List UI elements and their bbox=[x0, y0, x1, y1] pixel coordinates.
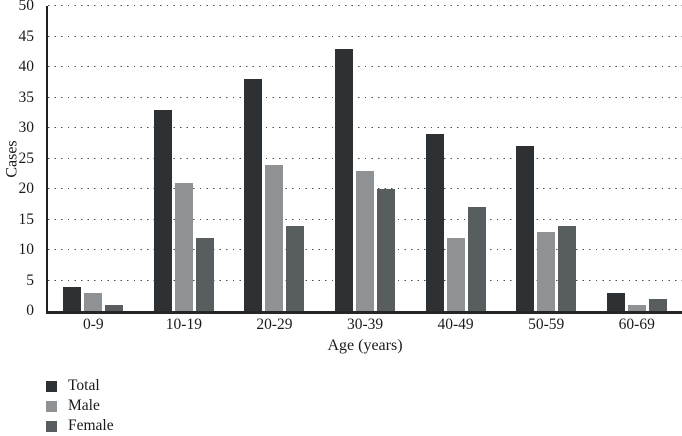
legend-item: Total bbox=[46, 376, 114, 396]
bar-total bbox=[606, 292, 625, 311]
bar-male bbox=[84, 292, 103, 311]
bar-female bbox=[377, 189, 396, 311]
y-tick-label: 25 bbox=[18, 149, 35, 167]
y-tick-label: 35 bbox=[18, 88, 35, 106]
legend: Total Male Female bbox=[46, 376, 114, 436]
bar-group bbox=[229, 6, 320, 311]
bar-total bbox=[244, 79, 263, 311]
legend-label: Male bbox=[68, 397, 100, 414]
x-tick-label: 60-69 bbox=[618, 316, 655, 333]
bar-total bbox=[63, 286, 82, 311]
plot-area bbox=[46, 5, 682, 314]
bar-group bbox=[410, 6, 501, 311]
legend-item: Male bbox=[46, 396, 114, 416]
bar-male bbox=[446, 237, 465, 311]
bar-male bbox=[627, 304, 646, 311]
y-tick-label: 5 bbox=[26, 271, 34, 289]
y-tick-label: 20 bbox=[18, 180, 35, 197]
x-axis-title: Age (years) bbox=[327, 337, 403, 354]
bar-female bbox=[195, 237, 214, 311]
legend-item: Female bbox=[46, 416, 114, 436]
legend-swatch-female bbox=[46, 420, 57, 432]
bar-group bbox=[139, 6, 230, 311]
y-tick-label: 45 bbox=[18, 27, 35, 45]
bar-female bbox=[467, 207, 486, 311]
gridline bbox=[48, 157, 682, 159]
bar-female bbox=[558, 225, 577, 311]
bar-group bbox=[591, 6, 682, 311]
y-tick-label: 15 bbox=[18, 210, 35, 228]
bar-female bbox=[648, 298, 667, 311]
legend-label: Total bbox=[68, 377, 100, 394]
bar-total bbox=[425, 134, 444, 311]
bar-male bbox=[356, 170, 375, 311]
bar-total bbox=[516, 146, 535, 311]
gridline bbox=[48, 5, 682, 6]
y-tick-label: 50 bbox=[18, 0, 35, 14]
y-axis-tick-labels: 0 5 10 15 20 25 30 35 40 45 50 bbox=[0, 0, 40, 319]
y-tick-label: 10 bbox=[18, 241, 35, 258]
bar-male bbox=[174, 182, 193, 311]
legend-label: Female bbox=[68, 417, 114, 434]
gridline bbox=[48, 127, 682, 128]
bar-total bbox=[335, 48, 354, 311]
gridline bbox=[48, 35, 682, 37]
x-tick-label: 10-19 bbox=[165, 316, 202, 333]
bar-group bbox=[501, 6, 592, 311]
y-tick-label: 30 bbox=[18, 119, 35, 136]
bar-group bbox=[48, 6, 139, 311]
bar-total bbox=[153, 109, 172, 311]
legend-swatch-male bbox=[46, 400, 57, 412]
gridline bbox=[48, 96, 682, 98]
x-tick-label: 20-29 bbox=[256, 316, 293, 333]
bar-male bbox=[265, 164, 284, 311]
x-tick-label: 40-49 bbox=[437, 316, 474, 333]
bar-female bbox=[105, 304, 124, 311]
legend-swatch-total bbox=[46, 380, 57, 392]
x-axis-tick-labels: 0-9 10-19 20-29 30-39 40-49 50-59 60-69 bbox=[48, 316, 682, 334]
bar-group bbox=[320, 6, 411, 311]
bar-female bbox=[286, 225, 305, 311]
bar-male bbox=[537, 231, 556, 311]
x-tick-label: 50-59 bbox=[528, 316, 565, 333]
y-tick-label: 0 bbox=[26, 302, 34, 319]
x-tick-label: 30-39 bbox=[346, 316, 384, 333]
bar-groups bbox=[48, 6, 682, 311]
gridline bbox=[48, 66, 682, 67]
x-tick-label: 0-9 bbox=[82, 316, 104, 333]
y-tick-label: 40 bbox=[18, 58, 35, 75]
